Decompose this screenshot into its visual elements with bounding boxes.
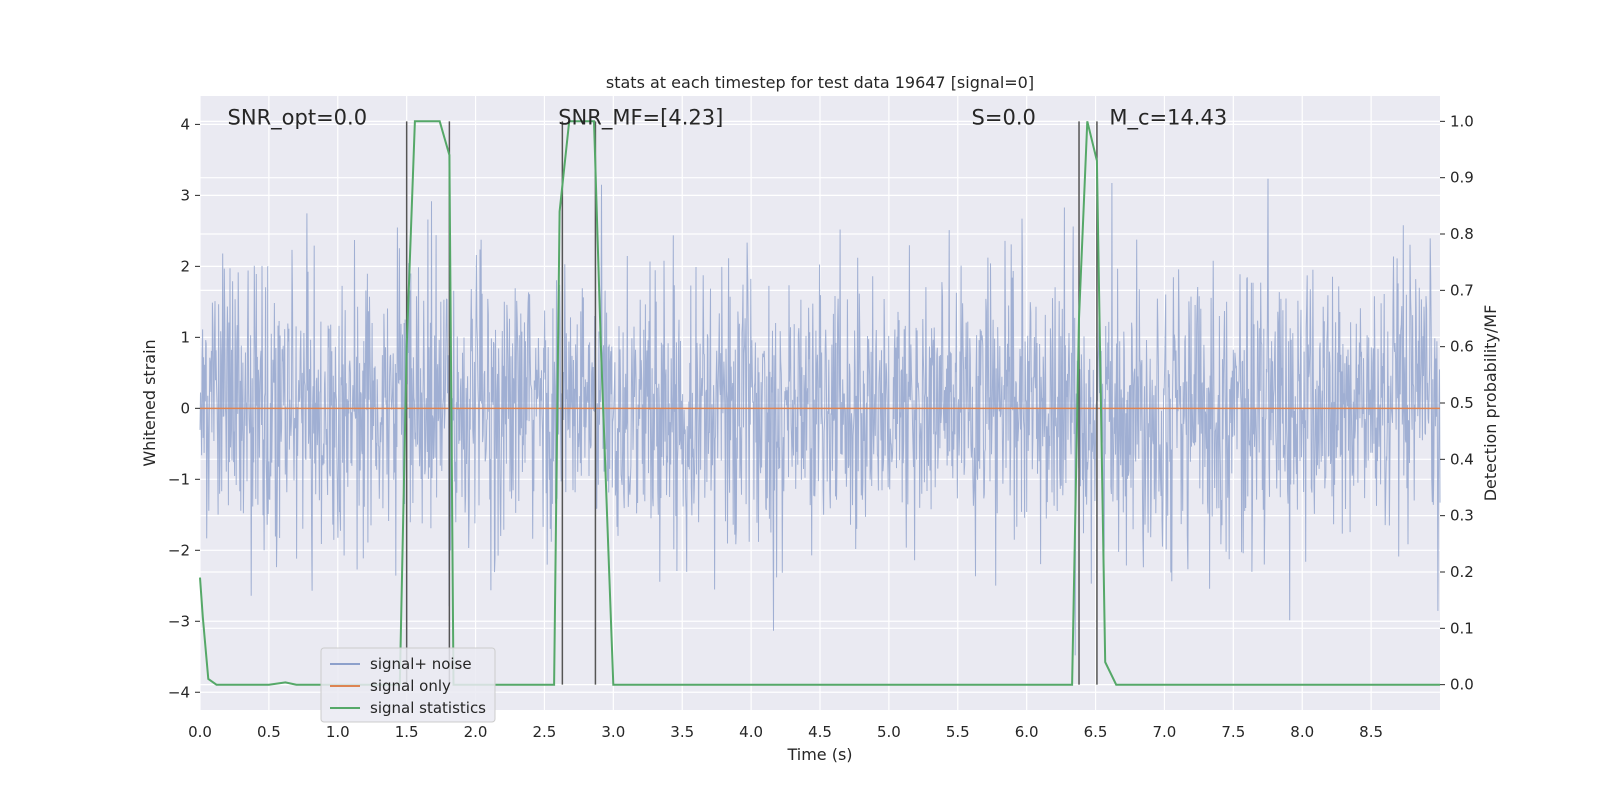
- x-tick-label: 3.0: [601, 723, 625, 741]
- x-tick-label: 5.0: [877, 723, 901, 741]
- y2-tick-label: 0.2: [1450, 563, 1474, 581]
- legend-label-signal-statistics: signal statistics: [370, 699, 486, 717]
- x-tick-label: 1.0: [326, 723, 350, 741]
- tick-labels: 0.0 0.5 1.0 1.5 2.0 2.5 3.0 3.5 4.0 4.5 5.0 5.5 6.0 6…: [168, 112, 1474, 741]
- x-tick-label: 0.0: [188, 723, 212, 741]
- x-tick-label: 2.5: [533, 723, 557, 741]
- y2-tick-label: 0.4: [1450, 450, 1474, 468]
- series-signal-statistics: [199, 120, 1440, 686]
- y2-tick-label: 0.7: [1450, 281, 1474, 299]
- x-tick-label: 4.5: [808, 723, 832, 741]
- y-tick-label: 2: [180, 257, 190, 275]
- x-tick-label: 8.0: [1290, 723, 1314, 741]
- y-tick-label: −2: [168, 541, 190, 559]
- legend-label-signal-only: signal only: [370, 677, 451, 695]
- y-tick-label: −3: [168, 612, 190, 630]
- y-tick-label: −1: [168, 470, 190, 488]
- x-tick-label: 7.5: [1221, 723, 1245, 741]
- x-axis-label: Time (s): [786, 745, 852, 764]
- y2-tick-label: 0.3: [1450, 507, 1474, 525]
- y2-tick-label: 0.0: [1450, 676, 1474, 694]
- x-tick-label: 5.5: [946, 723, 970, 741]
- legend-box: [320, 647, 496, 723]
- legend-label-signal-noise: signal+ noise: [370, 655, 472, 673]
- annotations: SNR_opt=0.0 SNR_MF=[4.23] S=0.0 M_c=14.43: [228, 105, 1228, 130]
- y-tick-label: 0: [180, 399, 190, 417]
- x-tick-label: 2.0: [464, 723, 488, 741]
- y-tick-label: 1: [180, 328, 190, 346]
- x-tick-label: 0.5: [257, 723, 281, 741]
- y2-tick-label: 0.5: [1450, 394, 1474, 412]
- x-tick-label: 6.0: [1015, 723, 1039, 741]
- annotation-snr-mf: SNR_MF=[4.23]: [558, 105, 723, 130]
- y-tick-label: 4: [180, 115, 190, 133]
- annotation-snr-opt: SNR_opt=0.0: [228, 105, 368, 130]
- annotation-s-value: S=0.0: [972, 105, 1036, 129]
- x-tick-label: 6.5: [1084, 723, 1108, 741]
- y-axis-label: Whitened strain: [140, 339, 159, 466]
- x-tick-label: 8.5: [1359, 723, 1383, 741]
- x-tick-label: 4.0: [739, 723, 763, 741]
- x-tick-label: 1.5: [395, 723, 419, 741]
- y2-tick-label: 0.6: [1450, 338, 1474, 356]
- y-tick-label: −4: [168, 683, 190, 701]
- legend: signal+ noise signal only signal statist…: [320, 647, 496, 723]
- signal-statistics-line: [199, 120, 1440, 686]
- y2-tick-label: 0.9: [1450, 169, 1474, 187]
- y2-tick-label: 0.8: [1450, 225, 1474, 243]
- y-tick-label: 3: [180, 186, 190, 204]
- y2-tick-label: 0.1: [1450, 619, 1474, 637]
- annotation-mc-value: M_c=14.43: [1109, 105, 1227, 130]
- y2-axis-label: Detection probability/MF: [1481, 305, 1500, 502]
- chart-title: stats at each timestep for test data 196…: [606, 73, 1034, 92]
- y2-tick-label: 1.0: [1450, 112, 1474, 130]
- x-tick-label: 3.5: [670, 723, 694, 741]
- x-tick-label: 7.0: [1153, 723, 1177, 741]
